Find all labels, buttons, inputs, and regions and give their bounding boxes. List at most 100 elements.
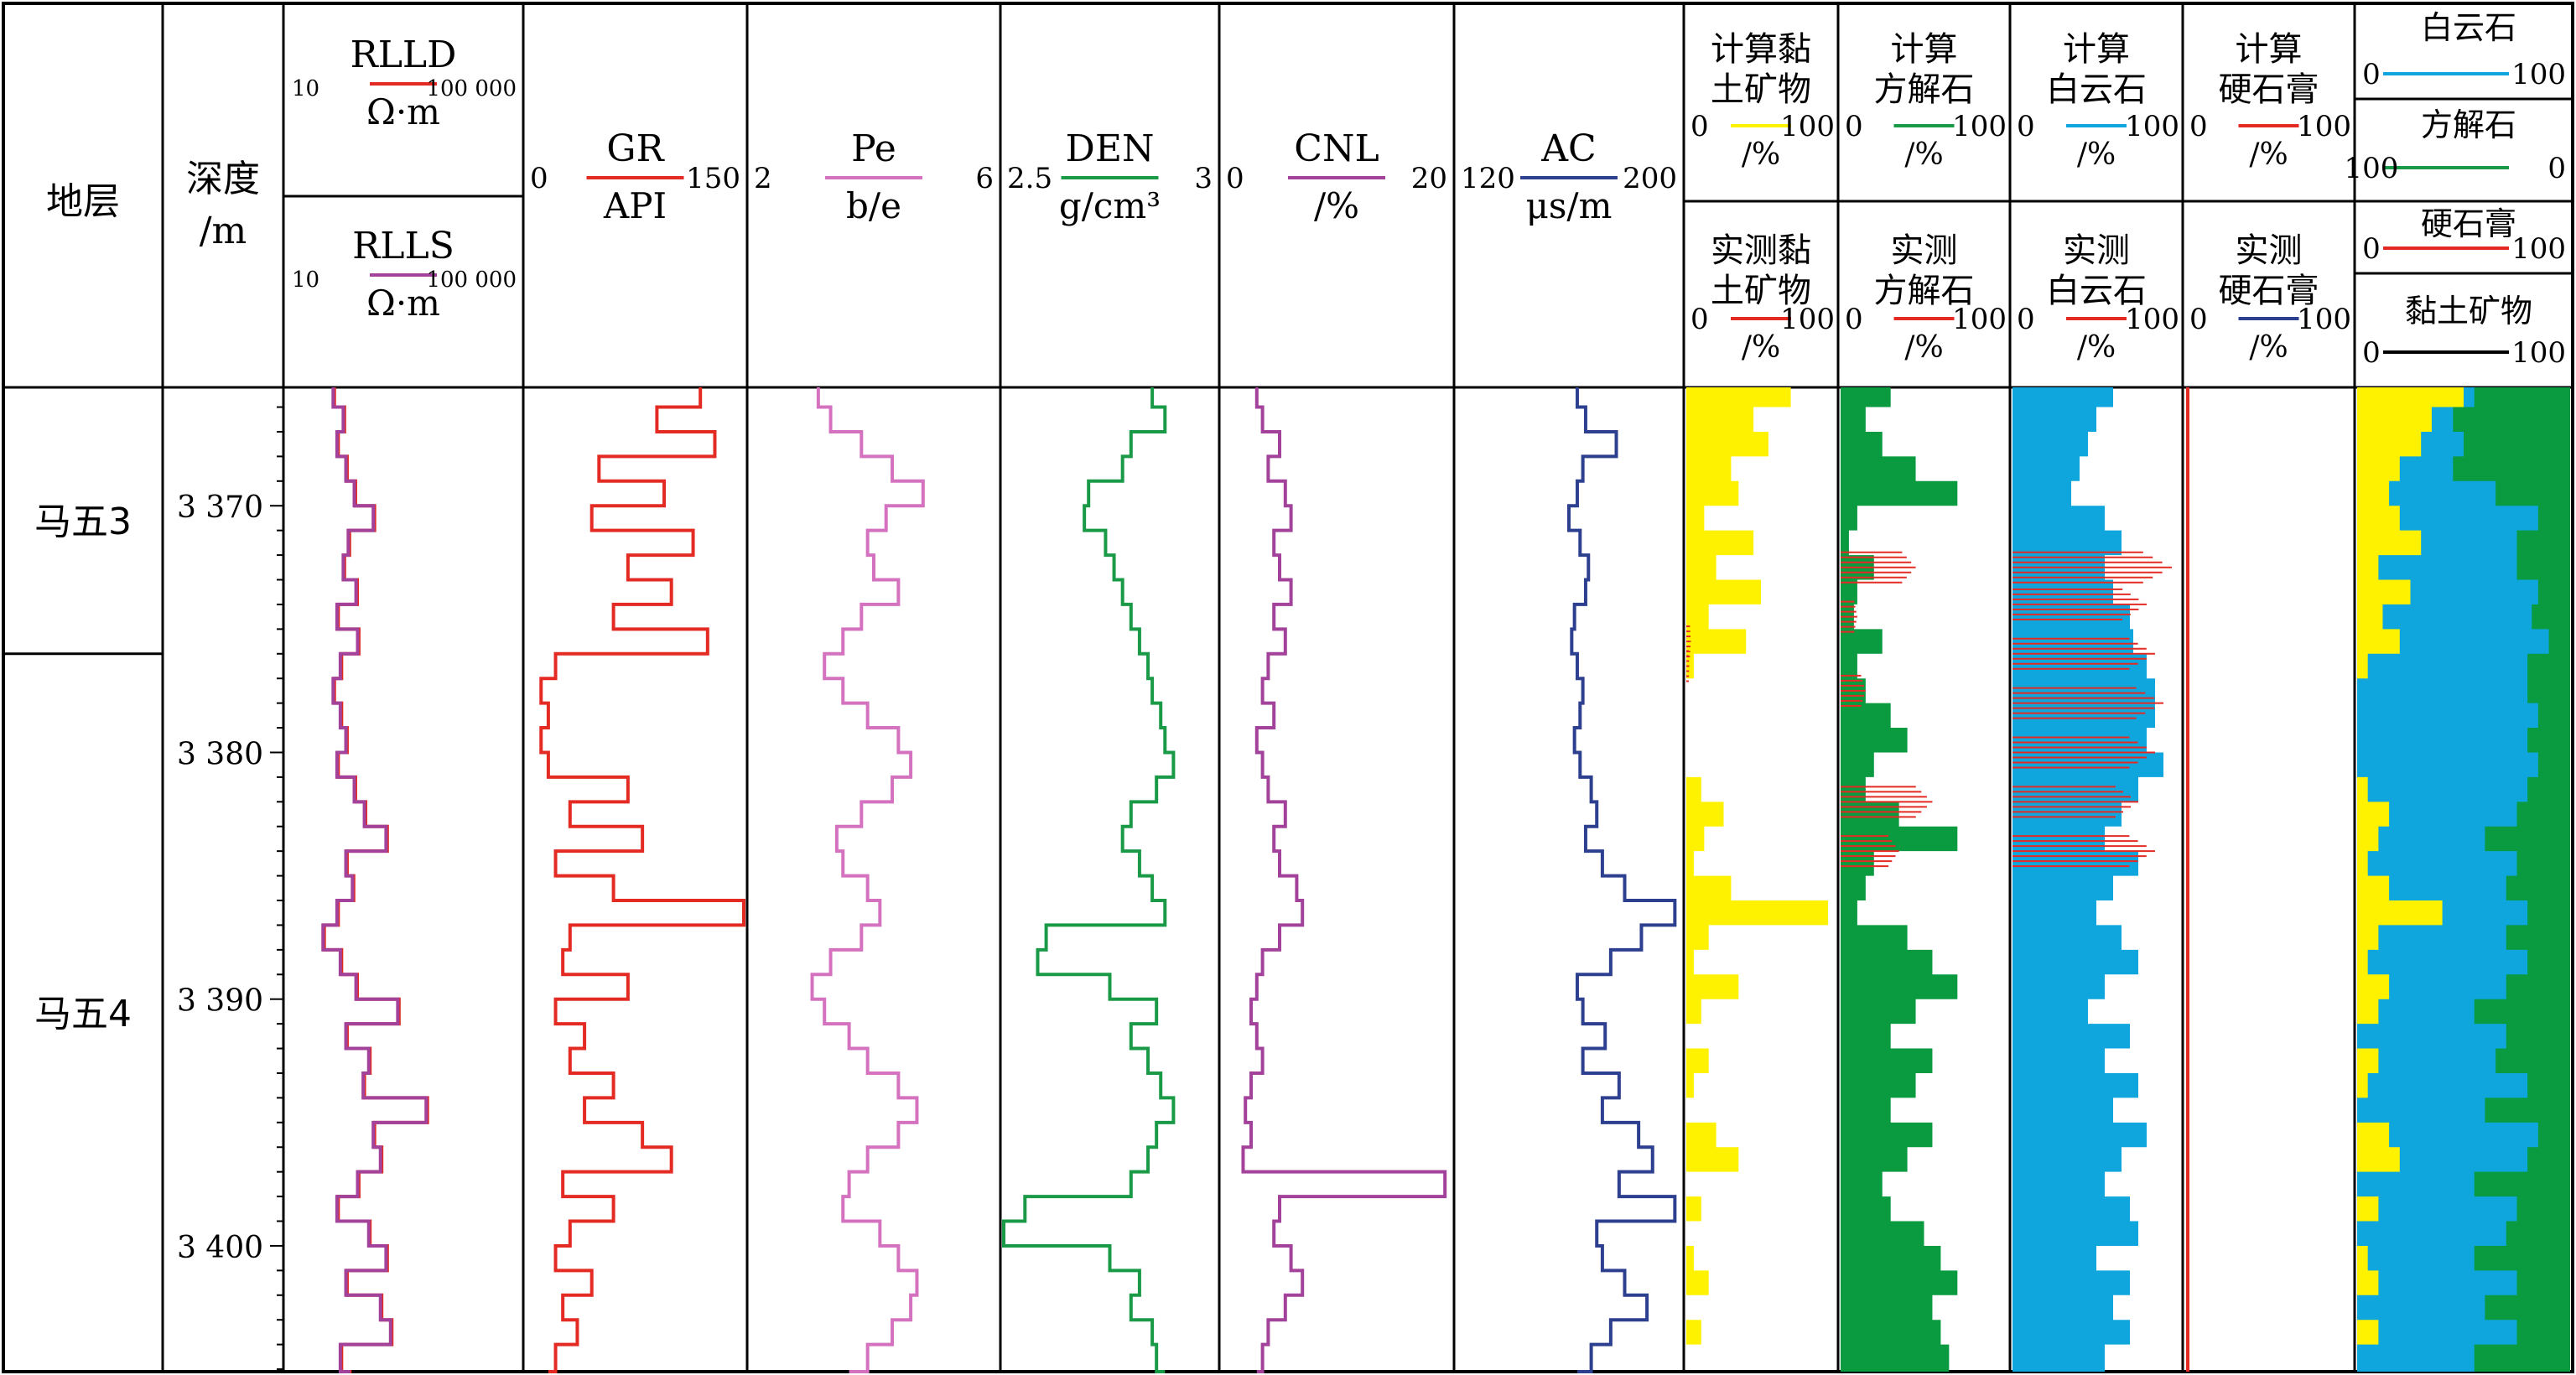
pe-min-label: 2 xyxy=(754,162,772,195)
gr-curve xyxy=(539,387,745,1373)
ac-min-label: 120 xyxy=(1461,162,1515,195)
composite-legend-name: 白云石 xyxy=(2421,9,2516,46)
meas-mineral-name-2: 白云石 xyxy=(2046,272,2147,310)
pe-name: Pe xyxy=(851,127,896,170)
composite-legend-max: 100 xyxy=(2511,58,2566,91)
rlls-max-label: 100 000 xyxy=(426,267,517,293)
composite-legend-max: 100 xyxy=(2511,232,2566,266)
composite-legend-name: 硬石膏 xyxy=(2421,205,2516,242)
calc-mineral-name-1: 计算 xyxy=(2063,30,2130,69)
gr-min-label: 0 xyxy=(530,162,548,195)
ac-unit: μs/m xyxy=(1526,185,1613,226)
meas-mineral-unit: /% xyxy=(1742,330,1780,365)
calc-mineral-unit: /% xyxy=(1742,138,1780,172)
composite-legend-min: 0 xyxy=(2362,58,2381,91)
composite-legend-name: 黏土矿物 xyxy=(2405,293,2532,329)
calc-mineral-name-1: 计算 xyxy=(2236,30,2303,69)
ac-curve xyxy=(1567,387,1677,1373)
rlld-name: RLLD xyxy=(351,34,457,76)
depth-axis-label: 深度 xyxy=(186,158,260,200)
calc-mineral-unit: /% xyxy=(2077,138,2116,172)
depth-tick-label: 3 380 xyxy=(177,737,263,771)
meas-mineral-max: 100 xyxy=(1952,303,2007,336)
calc-mineral-name-2: 土矿物 xyxy=(1711,70,1811,109)
meas-mineral-name-1: 实测 xyxy=(2236,231,2303,270)
log-tracks: 马五3 马五4 3 370 3 380 3 390 3 400 xyxy=(34,387,2570,1373)
depth-tick-label: 3 390 xyxy=(177,984,263,1019)
calc-mineral-name-1: 计算 xyxy=(1891,30,1958,69)
meas-mineral-name-2: 土矿物 xyxy=(1711,272,1811,310)
depth-tick-label: 3 400 xyxy=(177,1231,263,1265)
pe-curve xyxy=(810,387,925,1373)
calc-mineral-max: 100 xyxy=(1780,110,1835,143)
calc-mineral-unit: /% xyxy=(1904,138,1943,172)
calc-mineral-min: 0 xyxy=(1845,110,1863,143)
composite-legend-max: 0 xyxy=(2547,152,2566,185)
gr-name: GR xyxy=(606,127,665,170)
meas-mineral-unit: /% xyxy=(1904,330,1943,365)
formation-zone-label: 马五3 xyxy=(34,501,132,543)
formation-zone-label: 马五4 xyxy=(34,993,132,1035)
rlld-unit: Ω·m xyxy=(366,91,440,132)
composite-dolomite-area xyxy=(2357,387,2549,1372)
pe-unit: b/e xyxy=(846,185,901,226)
meas-mineral-max: 100 xyxy=(2125,303,2179,336)
cnl-name: CNL xyxy=(1294,127,1379,170)
meas-mineral-unit: /% xyxy=(2249,330,2288,365)
calc-mineral-max: 100 xyxy=(2125,110,2179,143)
meas-mineral-name-2: 硬石膏 xyxy=(2219,272,2319,310)
meas-mineral-min: 0 xyxy=(2189,303,2208,336)
pe-max-label: 6 xyxy=(975,162,994,195)
den-min-label: 2.5 xyxy=(1007,162,1052,195)
calc-mineral-name-2: 方解石 xyxy=(1874,70,1975,109)
calc-mineral-max: 100 xyxy=(1952,110,2007,143)
depth-tick-label: 3 370 xyxy=(177,490,263,525)
den-max-label: 3 xyxy=(1194,162,1213,195)
composite-legend-max: 100 xyxy=(2511,336,2566,370)
calc-mineral-min: 0 xyxy=(2189,110,2208,143)
meas-mineral-max: 100 xyxy=(2297,303,2351,336)
den-unit: g/cm³ xyxy=(1059,185,1161,226)
calc-mineral-area xyxy=(1686,387,1829,1372)
composite-legend-min: 0 xyxy=(2362,232,2381,266)
meas-mineral-name-2: 方解石 xyxy=(1874,272,1975,310)
gr-max-label: 150 xyxy=(686,162,740,195)
rlld-curve xyxy=(322,387,429,1373)
rlls-unit: Ω·m xyxy=(366,283,440,324)
calc-mineral-area xyxy=(2012,387,2163,1372)
gr-unit: API xyxy=(603,185,667,226)
calc-mineral-name-2: 白云石 xyxy=(2046,70,2147,109)
meas-mineral-max: 100 xyxy=(1780,303,1835,336)
meas-mineral-min: 0 xyxy=(2017,303,2035,336)
formation-header: 地层 xyxy=(46,180,120,223)
rlld-max-label: 100 000 xyxy=(426,76,517,101)
cnl-curve xyxy=(1241,387,1447,1373)
calc-mineral-name-2: 硬石膏 xyxy=(2219,70,2319,109)
composite-legend-min: 0 xyxy=(2362,336,2381,370)
meas-mineral-min: 0 xyxy=(1845,303,1863,336)
calc-mineral-unit: /% xyxy=(2249,138,2288,172)
calc-mineral-min: 0 xyxy=(1690,110,1709,143)
rlls-name: RLLS xyxy=(352,225,454,267)
meas-mineral-name-1: 实测黏 xyxy=(1711,231,1811,270)
ac-name: AC xyxy=(1540,127,1596,170)
calc-mineral-name-1: 计算黏 xyxy=(1711,30,1811,69)
rlls-min-label: 10 xyxy=(292,267,319,293)
rlld-min-label: 10 xyxy=(292,76,319,101)
composite-legend-name: 方解石 xyxy=(2421,106,2516,143)
meas-mineral-name-1: 实测 xyxy=(2063,231,2130,270)
meas-mineral-unit: /% xyxy=(2077,330,2116,365)
cnl-min-label: 0 xyxy=(1226,162,1244,195)
rlls-curve xyxy=(321,387,428,1373)
calc-mineral-min: 0 xyxy=(2017,110,2035,143)
composite-legend-min: 100 xyxy=(2345,152,2399,185)
meas-mineral-name-1: 实测 xyxy=(1891,231,1958,270)
calc-mineral-max: 100 xyxy=(2297,110,2351,143)
ac-max-label: 200 xyxy=(1623,162,1677,195)
den-curve xyxy=(1002,387,1176,1373)
cnl-unit: /% xyxy=(1314,185,1359,226)
